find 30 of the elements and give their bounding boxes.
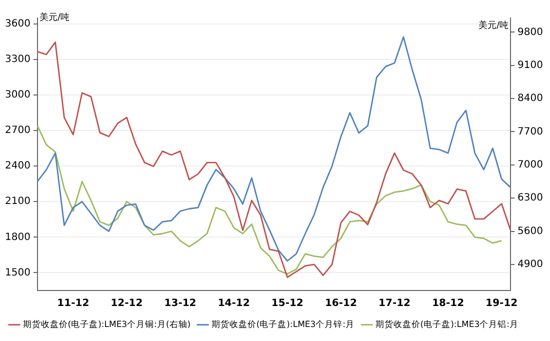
legend-label: 期货收盘价(电子盘):LME3个月铝:月 bbox=[375, 318, 519, 330]
x-tick-label: 17-12 bbox=[378, 298, 411, 310]
y2-tick-label: 7000 bbox=[518, 160, 544, 171]
y2-tick-label: 8400 bbox=[518, 93, 544, 104]
y2-tick-label: 9800 bbox=[518, 26, 544, 38]
x-tick-label: 19-12 bbox=[486, 298, 518, 310]
y-axis-title: 美元/吨 bbox=[39, 12, 70, 23]
y2-tick-label: 7700 bbox=[518, 126, 544, 138]
x-tick-label: 13-12 bbox=[164, 298, 196, 310]
legend-label: 期货收盘价(电子盘):LME3个月铜:月(右轴) bbox=[22, 318, 191, 330]
y2-tick-label: 6300 bbox=[518, 192, 544, 204]
x-tick-label: 11-12 bbox=[57, 298, 90, 310]
y2-tick-label: 5600 bbox=[518, 226, 544, 237]
y-tick-label: 3000 bbox=[4, 90, 30, 101]
legend-label: 期货收盘价(电子盘):LME3个月锌:月 bbox=[211, 318, 355, 330]
y-tick-label: 3600 bbox=[4, 18, 30, 30]
y-tick-label: 2100 bbox=[4, 196, 30, 208]
y2-tick-label: 4900 bbox=[518, 259, 544, 270]
y2-tick-label: 9100 bbox=[518, 60, 544, 71]
y-tick-label: 3300 bbox=[4, 54, 30, 66]
y-tick-label: 1800 bbox=[4, 232, 30, 243]
y-tick-label: 1500 bbox=[4, 267, 30, 278]
x-tick-label: 18-12 bbox=[432, 298, 464, 310]
x-tick-label: 15-12 bbox=[271, 298, 304, 310]
y2-axis-title: 美元/吨 bbox=[478, 20, 509, 31]
x-tick-label: 16-12 bbox=[324, 298, 357, 310]
y-tick-label: 2700 bbox=[4, 125, 30, 136]
y-tick-label: 2400 bbox=[4, 160, 30, 172]
x-tick-label: 14-12 bbox=[218, 298, 250, 310]
x-tick-label: 12-12 bbox=[110, 298, 143, 310]
